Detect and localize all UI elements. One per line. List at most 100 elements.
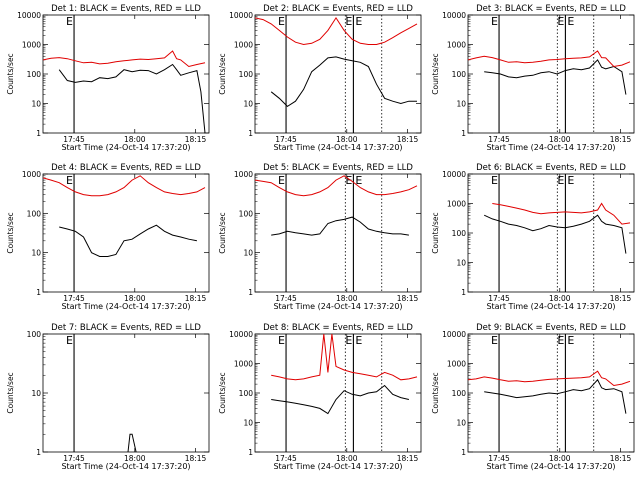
x-tick-label: 18:15 (397, 454, 419, 463)
y-tick-label: 10000 (442, 170, 466, 179)
y-tick-label: 100 (239, 209, 254, 218)
x-axis-label: Start Time (24-Oct-14 17:37:20) (486, 302, 615, 311)
y-tick-label: 10 (243, 249, 253, 258)
x-tick-label: 17:45 (488, 294, 510, 303)
y-tick-label: 1 (36, 288, 41, 297)
panel-title: Det 4: BLACK = Events, RED = LLD (51, 163, 201, 173)
marker-glyph: E (557, 334, 564, 347)
x-tick-label: 17:45 (63, 454, 85, 463)
marker-glyph: E (567, 334, 574, 347)
y-tick-label: 1 (461, 129, 466, 138)
marker-glyph: E (491, 15, 498, 28)
panel-det-4: Det 4: BLACK = Events, RED = LLD 1 10 100 10… (6, 163, 383, 311)
x-tick-label: 18:15 (397, 135, 419, 144)
y-axis-label: Counts/sec (431, 53, 440, 94)
panel-det-9: Det 9: BLACK = Events, RED = LLD 1 10 100 10… (431, 323, 635, 471)
y-tick-label: 1 (36, 448, 41, 457)
series-lld-line (255, 16, 418, 46)
series-events-line (127, 433, 137, 452)
y-tick-label: 10 (456, 259, 466, 268)
x-tick-label: 18:00 (336, 135, 358, 144)
y-axis-label: Counts/sec (218, 53, 227, 94)
series-events-line (484, 59, 627, 95)
y-tick-label: 1000 (234, 170, 253, 179)
x-tick-label: 17:45 (488, 454, 510, 463)
x-tick-label: 17:45 (275, 454, 297, 463)
panel-title: Det 5: BLACK = Events, RED = LLD (263, 163, 413, 173)
x-tick-label: 18:00 (124, 135, 146, 144)
x-tick-label: 18:00 (124, 294, 146, 303)
marker-glyph: E (278, 334, 285, 347)
y-axis-label: Counts/sec (218, 212, 227, 253)
x-axis-label: Start Time (24-Oct-14 17:37:20) (273, 302, 402, 311)
plot-frame (467, 14, 635, 134)
y-tick-label: 10000 (442, 11, 466, 20)
series-events-line (59, 224, 197, 257)
y-tick-label: 10 (456, 100, 466, 109)
y-tick-label: 100 (27, 330, 42, 339)
panel-title: Det 1: BLACK = Events, RED = LLD (51, 4, 201, 14)
x-tick-label: 17:45 (63, 294, 85, 303)
x-axis-label: Start Time (24-Oct-14 17:37:20) (273, 462, 402, 471)
y-tick-label: 100 (452, 389, 467, 398)
y-axis-label: Counts/sec (431, 372, 440, 413)
y-tick-label: 100 (239, 70, 254, 79)
y-tick-label: 10 (456, 419, 466, 428)
y-tick-label: 100 (452, 229, 467, 238)
x-tick-label: 18:15 (185, 454, 207, 463)
series-lld-line (468, 370, 631, 387)
marker-glyph: E (345, 334, 352, 347)
marker-glyph: E (345, 15, 352, 28)
marker-glyph: E (345, 174, 352, 187)
x-tick-label: 18:00 (336, 454, 358, 463)
y-axis-label: Counts/sec (6, 53, 15, 94)
y-tick-label: 1000 (447, 200, 466, 209)
y-tick-label: 1000 (22, 170, 41, 179)
y-tick-label: 10 (31, 100, 41, 109)
plot-frame (467, 173, 635, 293)
series-lld-line (468, 50, 631, 68)
x-tick-label: 18:15 (397, 294, 419, 303)
marker-glyph: E (567, 15, 574, 28)
x-tick-label: 18:00 (124, 454, 146, 463)
y-tick-label: 10000 (17, 11, 41, 20)
y-tick-label: 10 (243, 419, 253, 428)
x-tick-label: 18:15 (610, 135, 632, 144)
y-tick-label: 10 (31, 389, 41, 398)
y-tick-label: 100 (239, 389, 254, 398)
x-axis-label: Start Time (24-Oct-14 17:37:20) (273, 143, 402, 152)
panel-det-8: Det 8: BLACK = Events, RED = LLD 1 10 100 10… (218, 323, 595, 471)
y-tick-label: 100 (452, 70, 467, 79)
series-events-line (271, 216, 409, 236)
series-events-line (58, 63, 206, 133)
x-tick-label: 18:15 (610, 454, 632, 463)
y-tick-label: 1 (248, 448, 253, 457)
y-axis-label: Counts/sec (431, 212, 440, 253)
marker-glyph: E (66, 174, 73, 187)
marker-glyph: E (278, 174, 285, 187)
y-tick-label: 10 (243, 100, 253, 109)
x-tick-label: 18:00 (336, 294, 358, 303)
y-tick-label: 10 (31, 249, 41, 258)
panel-title: Det 6: BLACK = Events, RED = LLD (476, 163, 626, 173)
x-tick-label: 18:00 (549, 135, 571, 144)
plot-frame (254, 14, 422, 134)
x-axis-label: Start Time (24-Oct-14 17:37:20) (486, 143, 615, 152)
y-tick-label: 100 (27, 209, 42, 218)
series-lld-line (271, 334, 418, 381)
marker-glyph: E (66, 334, 73, 347)
panel-title: Det 7: BLACK = Events, RED = LLD (51, 323, 201, 333)
series-events-line (271, 384, 410, 415)
panel-det-2: Det 2: BLACK = Events, RED = LLD 1 10 100 10… (218, 4, 595, 152)
panel-det-1: Det 1: BLACK = Events, RED = LLD 1 10 100 10… (6, 4, 383, 152)
panel-det-6: Det 6: BLACK = Events, RED = LLD 1 10 100 10… (431, 163, 635, 311)
x-tick-label: 18:00 (549, 454, 571, 463)
x-axis-label: Start Time (24-Oct-14 17:37:20) (61, 143, 190, 152)
y-axis-label: Counts/sec (6, 212, 15, 253)
panel-det-3: Det 3: BLACK = Events, RED = LLD 1 10 100 10… (431, 4, 635, 152)
y-tick-label: 1 (248, 288, 253, 297)
marker-glyph: E (557, 174, 564, 187)
marker-glyph: E (567, 174, 574, 187)
plot-frame (254, 173, 422, 293)
